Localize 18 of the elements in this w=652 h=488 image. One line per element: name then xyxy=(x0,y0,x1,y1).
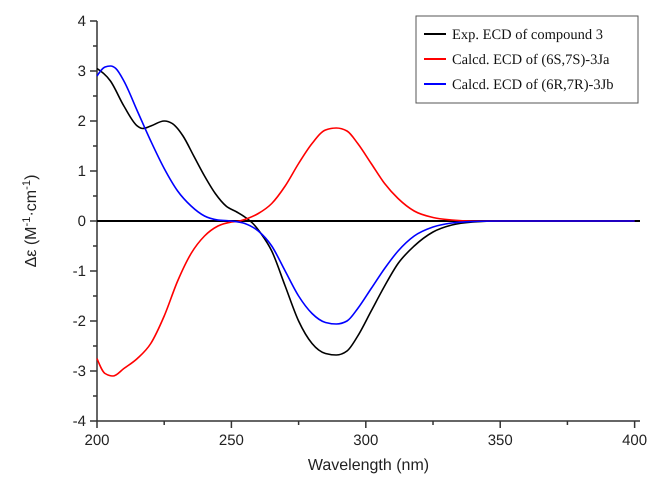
x-tick-label: 350 xyxy=(488,432,513,449)
y-tick-label: -1 xyxy=(72,263,86,280)
x-tick-label: 200 xyxy=(84,432,110,449)
legend-label: Calcd. ECD of (6S,7S)-3Ja xyxy=(452,52,610,68)
y-tick-label: 3 xyxy=(78,63,86,80)
y-tick-label: 4 xyxy=(78,13,86,30)
x-tick-label: 250 xyxy=(218,432,244,449)
legend-label: Calcd. ECD of (6R,7R)-3Jb xyxy=(452,77,614,93)
legend-label: Exp. ECD of compound 3 xyxy=(452,27,604,43)
y-tick-label: 2 xyxy=(78,113,86,130)
y-tick-label: -4 xyxy=(72,413,86,430)
y-tick-label: 0 xyxy=(78,213,86,230)
x-tick-label: 300 xyxy=(353,432,378,449)
y-tick-label: -3 xyxy=(72,363,86,380)
x-axis-title: Wavelength (nm) xyxy=(308,457,430,474)
y-tick-label: -2 xyxy=(72,313,86,330)
y-tick-label: 1 xyxy=(78,163,86,180)
x-tick-label: 400 xyxy=(622,432,648,449)
